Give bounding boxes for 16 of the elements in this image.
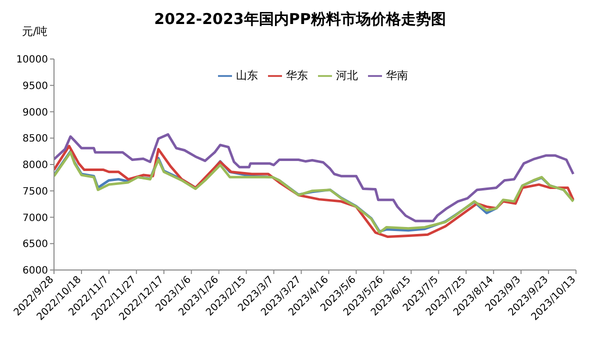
y-axis-title: 元/吨 xyxy=(22,24,48,39)
y-tick-label: 8000 xyxy=(22,160,48,172)
y-tick-label: 9000 xyxy=(22,107,48,118)
chart-title: 2022-2023年国内PP粉料市场价格走势图 xyxy=(154,10,446,28)
y-tick-label: 8500 xyxy=(22,134,48,145)
y-tick-label: 7500 xyxy=(22,186,48,198)
y-tick-label: 9500 xyxy=(22,80,48,92)
y-tick-label: 6000 xyxy=(22,266,48,277)
legend-label: 河北 xyxy=(336,69,358,82)
legend-label: 山东 xyxy=(236,69,258,82)
y-tick-label: 6500 xyxy=(22,239,48,250)
legend-label: 华东 xyxy=(286,69,308,82)
y-tick-label: 7000 xyxy=(22,212,48,224)
legend-label: 华南 xyxy=(386,69,408,82)
y-tick-label: 10000 xyxy=(16,54,48,66)
line-series xyxy=(54,133,575,222)
